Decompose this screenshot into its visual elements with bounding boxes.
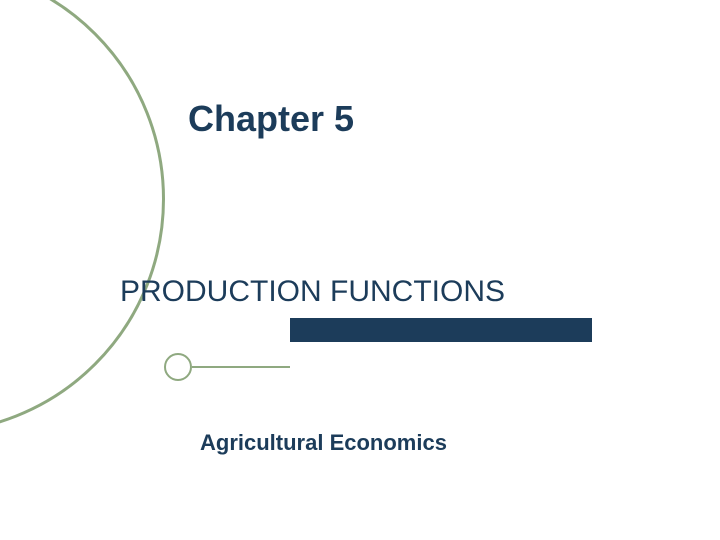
chapter-title: Chapter 5	[188, 98, 354, 140]
decorative-line	[192, 366, 290, 368]
subtitle: PRODUCTION FUNCTIONS	[120, 275, 505, 309]
decorative-big-circle	[0, 0, 165, 434]
author-text: Agricultural Economics	[200, 430, 447, 456]
accent-bar	[290, 318, 592, 342]
decorative-small-circle	[164, 353, 192, 381]
slide-container: Chapter 5 PRODUCTION FUNCTIONS Agricultu…	[0, 0, 720, 540]
